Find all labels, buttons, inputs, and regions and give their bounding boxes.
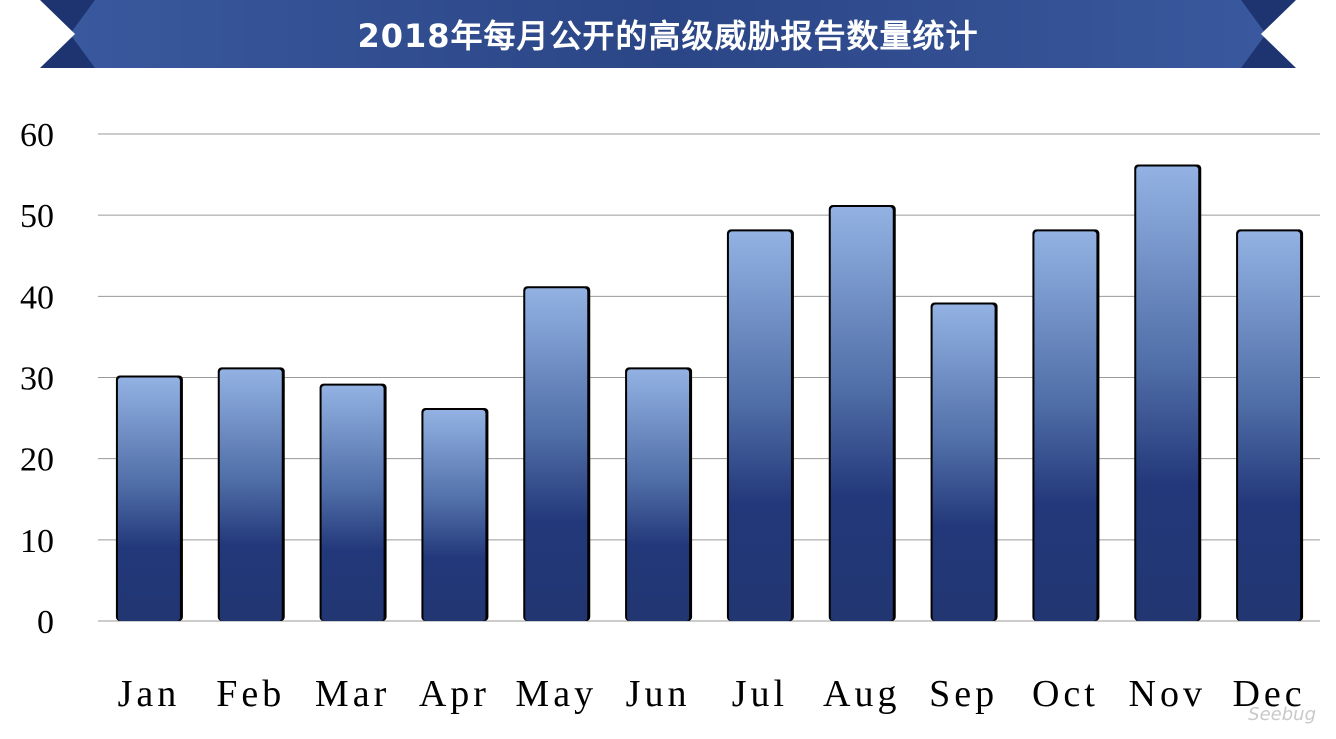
bar-jan — [117, 377, 180, 621]
y-tick-label: 50 — [20, 198, 54, 235]
x-tick-label: May — [515, 673, 597, 715]
bar-aug — [830, 207, 893, 622]
chart-title: 2018年每月公开的高级威胁报告数量统计 — [357, 17, 979, 55]
bar-mar — [321, 385, 384, 621]
bar-dec — [1238, 231, 1301, 621]
y-axis-ticks: 0 10 20 30 40 50 60 — [20, 117, 54, 641]
bar-oct — [1034, 231, 1097, 621]
y-tick-label: 20 — [20, 442, 54, 479]
y-tick-label: 0 — [37, 604, 54, 641]
x-tick-label: Oct — [1032, 673, 1099, 715]
watermark: Seebug — [1248, 704, 1316, 725]
x-tick-label: Aug — [823, 673, 900, 715]
x-tick-label: Dec — [1232, 673, 1305, 715]
y-tick-label: 30 — [20, 361, 54, 398]
y-tick-label: 10 — [20, 523, 54, 560]
x-tick-label: Jul — [732, 673, 788, 715]
bar-sep — [932, 304, 995, 621]
bar-apr — [423, 409, 486, 621]
x-tick-label: Feb — [216, 673, 285, 715]
y-tick-label: 60 — [20, 117, 54, 154]
bar-nov — [1136, 166, 1199, 621]
y-tick-label: 40 — [20, 279, 54, 316]
x-tick-label: Jan — [118, 673, 181, 715]
x-tick-label: Sep — [929, 673, 998, 715]
bar-feb — [219, 369, 282, 621]
x-tick-label: Nov — [1129, 673, 1206, 715]
x-tick-label: Apr — [419, 673, 490, 715]
x-tick-label: Mar — [315, 673, 390, 715]
title-banner — [0, 0, 1336, 68]
bar-may — [525, 288, 588, 621]
x-axis-ticks: Jan Feb Mar Apr May Jun Jul Aug Sep Oct Nov Dec — [118, 673, 1305, 715]
bar-jun — [627, 369, 690, 621]
x-tick-label: Jun — [626, 673, 691, 715]
bar-jul — [728, 231, 791, 621]
gridlines — [98, 133, 1320, 622]
bars — [115, 164, 1304, 622]
